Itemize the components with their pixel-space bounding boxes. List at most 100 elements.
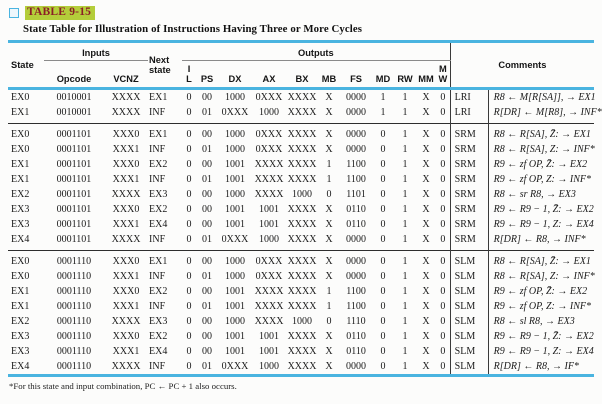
col-header-opcode: Opcode bbox=[56, 73, 92, 84]
cell-mnemonic: SLM bbox=[449, 329, 489, 344]
cell-next-state: EX1 bbox=[148, 250, 183, 269]
cell-md: 0 bbox=[372, 250, 395, 269]
cell-opcode: 0001101 bbox=[56, 174, 92, 185]
cell-next-state: EX4 bbox=[149, 219, 168, 230]
cell-dx: 1000 bbox=[225, 189, 246, 200]
cell-vcnz: XXX1 bbox=[112, 271, 140, 282]
cell-ps: 01 bbox=[202, 234, 213, 245]
cell-mb: X bbox=[325, 234, 333, 245]
cell-ax: 0XXX bbox=[255, 144, 283, 155]
col-header-mw: M W bbox=[438, 64, 448, 84]
cell-mw: 0 bbox=[440, 346, 446, 357]
col-header-bx: BX bbox=[295, 73, 309, 84]
cell-state: EX3 bbox=[11, 346, 30, 357]
cell-comment: R9 ← R9 − 1, Z: → EX4 bbox=[493, 219, 594, 230]
cell-mm: X bbox=[422, 271, 430, 282]
cell-opcode: 0001110 bbox=[56, 301, 92, 312]
cell-comment: R[DR] ← R8, → INF* bbox=[493, 234, 586, 245]
cell-fs: 1100 bbox=[346, 286, 366, 297]
cell-rw: 1 bbox=[402, 189, 408, 200]
cell-vcnz: XXX0 bbox=[112, 286, 140, 297]
cell-ps: 00 bbox=[202, 316, 213, 327]
cell-md: 0 bbox=[380, 144, 386, 155]
cell-mw: 0 bbox=[440, 189, 446, 200]
cell-bx: XXXX bbox=[286, 123, 319, 142]
cell-state: EX3 bbox=[11, 331, 30, 342]
cell-dx: 1001 bbox=[225, 219, 246, 230]
table-row: EX0 0010001 XXXX EX1 0 00 1000 0XXX XXXX… bbox=[8, 87, 596, 105]
cell-ps: 01 bbox=[202, 107, 213, 118]
cell-fs: 0110 bbox=[346, 331, 366, 342]
cell-opcode: 0001101 bbox=[44, 123, 104, 142]
cell-mm: X bbox=[416, 123, 437, 142]
cell-opcode: 0001110 bbox=[44, 250, 104, 269]
cell-mb: X bbox=[325, 346, 333, 357]
cell-bx: 1000 bbox=[292, 316, 313, 327]
cell-dx: 1001 bbox=[225, 159, 246, 170]
cell-il: 0 bbox=[186, 189, 192, 200]
cell-ps: 01 bbox=[202, 174, 213, 185]
cell-mw: 0 bbox=[440, 107, 446, 118]
cell-il: 0 bbox=[186, 361, 192, 372]
cell-dx: 1001 bbox=[225, 346, 246, 357]
cell-ps: 00 bbox=[196, 123, 219, 142]
cell-mnemonic: SLM bbox=[449, 359, 489, 374]
cell-next-state: EX3 bbox=[149, 316, 168, 327]
cell-bx: XXXX bbox=[287, 204, 317, 215]
cell-dx: 1000 bbox=[225, 144, 246, 155]
cell-comment: R9 ← R9 − 1, Z̄: → EX2 bbox=[493, 331, 594, 342]
cell-ps: 01 bbox=[202, 271, 213, 282]
cell-mnemonic: LRI bbox=[449, 105, 489, 124]
cell-mm: X bbox=[422, 219, 430, 230]
cell-mnemonic: SRM bbox=[449, 142, 489, 157]
col-group-outputs: Outputs bbox=[182, 43, 451, 61]
cell-state: EX4 bbox=[11, 361, 30, 372]
cell-bx: 1000 bbox=[292, 189, 313, 200]
table-row: EX0 0001101 XXX1 INF 0 01 1000 0XXX XXXX… bbox=[8, 142, 595, 157]
cell-md: 0 bbox=[380, 301, 386, 312]
cell-fs: 0110 bbox=[346, 219, 366, 230]
cell-rw: 1 bbox=[394, 250, 417, 269]
cell-md: 0 bbox=[380, 286, 386, 297]
cell-mnemonic: SRM bbox=[449, 232, 489, 251]
cell-mm: X bbox=[422, 174, 430, 185]
cell-mb: 0 bbox=[326, 189, 332, 200]
cell-il: 0 bbox=[182, 250, 197, 269]
cell-fs: 1101 bbox=[346, 189, 366, 200]
col-header-md: MD bbox=[375, 73, 391, 84]
textbook-page: TABLE 9-15 State Table for Illustration … bbox=[8, 6, 602, 391]
table-title-row: TABLE 9-15 bbox=[9, 6, 594, 20]
cell-state: EX0 bbox=[11, 271, 30, 282]
cell-mw: 0 bbox=[440, 316, 446, 327]
cell-bx: XXXX bbox=[286, 250, 319, 269]
cell-ax: XXXX bbox=[254, 159, 284, 170]
cell-ps: 00 bbox=[202, 331, 213, 342]
cell-opcode: 0001110 bbox=[56, 346, 92, 357]
cell-rw: 1 bbox=[402, 144, 408, 155]
cell-opcode: 0001101 bbox=[56, 159, 92, 170]
cell-opcode: 0001110 bbox=[56, 271, 92, 282]
cell-mnemonic: SLM bbox=[449, 299, 489, 314]
cell-mb: X bbox=[325, 144, 333, 155]
top-rule bbox=[8, 40, 594, 43]
cell-mw: 0 bbox=[440, 234, 446, 245]
cell-mb: X bbox=[325, 361, 333, 372]
cell-comment: R8 ← R[SA], Z: → INF* bbox=[493, 271, 595, 282]
col-header-comments: Comments bbox=[449, 43, 595, 89]
cell-next-state: INF bbox=[149, 234, 166, 245]
cell-mb: 0 bbox=[326, 316, 332, 327]
cell-mm: X bbox=[422, 346, 430, 357]
cell-opcode: 0001110 bbox=[56, 331, 92, 342]
cell-dx: 1000 bbox=[225, 316, 246, 327]
cell-next-state: EX1 bbox=[148, 123, 183, 142]
cell-vcnz: XXX0 bbox=[112, 331, 140, 342]
table-row: EX2 0001101 XXXX EX3 0 00 1000 XXXX 1000… bbox=[8, 187, 594, 202]
cell-vcnz: XXX1 bbox=[112, 301, 140, 312]
cell-mm: X bbox=[422, 286, 430, 297]
col-header-dx: DX bbox=[228, 73, 242, 84]
cell-vcnz: XXXX bbox=[111, 234, 141, 245]
cell-mm: X bbox=[422, 189, 430, 200]
col-header-mm: MM bbox=[418, 73, 434, 84]
cell-dx: 1001 bbox=[225, 204, 246, 215]
cell-next-state: INF bbox=[149, 271, 166, 282]
